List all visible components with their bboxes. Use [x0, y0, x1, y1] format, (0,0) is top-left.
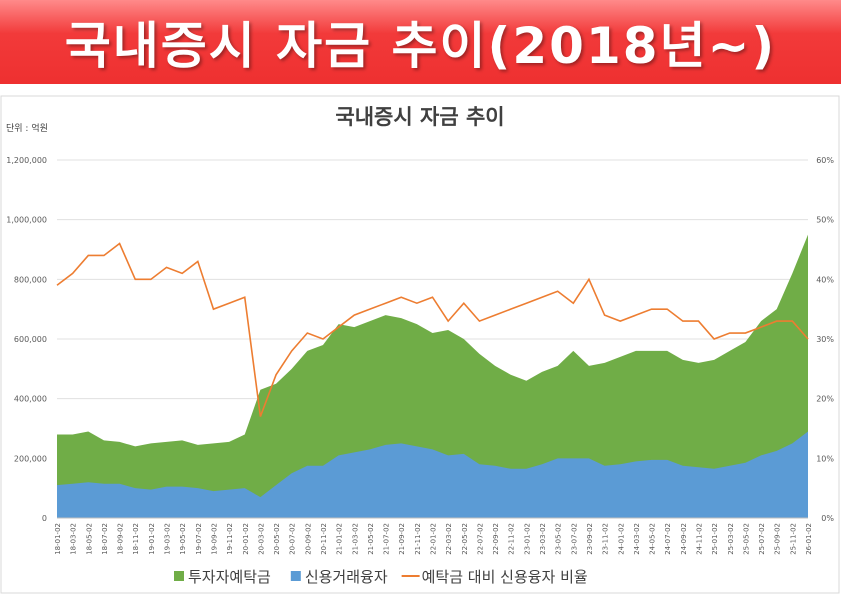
x-tick-label: 20-05-02 — [273, 523, 281, 555]
x-tick-label: 24-07-02 — [664, 523, 672, 555]
x-tick-label: 25-05-02 — [742, 523, 750, 555]
y-tick-label: 1,200,000 — [6, 156, 47, 165]
banner-title: 국내증시 자금 추이(2018년~) — [64, 17, 777, 75]
y2-tick-label: 40% — [816, 275, 834, 284]
x-tick-label: 24-09-02 — [680, 523, 688, 555]
x-tick-label: 18-07-02 — [101, 523, 109, 555]
x-tick-label: 21-07-02 — [383, 523, 391, 555]
x-tick-label: 23-11-02 — [602, 523, 610, 555]
x-tick-label: 18-03-02 — [70, 523, 78, 555]
x-tick-label: 25-01-02 — [711, 523, 719, 555]
y2-tick-label: 60% — [816, 156, 834, 165]
y-tick-label: 400,000 — [14, 395, 47, 404]
x-tick-label: 21-01-02 — [336, 523, 344, 555]
x-tick-label: 21-11-02 — [414, 523, 422, 555]
legend-label: 예탁금 대비 신용융자 비율 — [422, 568, 588, 586]
x-tick-label: 21-09-02 — [398, 523, 406, 555]
x-tick-label: 23-07-02 — [570, 523, 578, 555]
x-tick-label: 23-01-02 — [523, 523, 531, 555]
x-tick-label: 20-07-02 — [289, 523, 297, 555]
chart-title: 국내증시 자금 추이 — [335, 105, 504, 129]
x-tick-label: 24-01-02 — [617, 523, 625, 555]
x-tick-label: 22-09-02 — [492, 523, 500, 555]
x-tick-label: 25-09-02 — [774, 523, 782, 555]
x-tick-label: 22-05-02 — [461, 523, 469, 555]
x-tick-label: 22-11-02 — [508, 523, 516, 555]
x-tick-label: 23-03-02 — [539, 523, 547, 555]
x-tick-label: 22-07-02 — [476, 523, 484, 555]
legend-label: 투자자예탁금 — [188, 568, 271, 586]
line — [56, 242, 809, 417]
x-tick-label: 18-11-02 — [132, 523, 140, 555]
x-tick-label: 19-07-02 — [195, 523, 203, 555]
chart: 국내증시 자금 추이 단위 : 억원 0 200,000 400,000 600,00… — [0, 95, 840, 594]
x-tick-label: 20-01-02 — [242, 523, 250, 555]
x-tick-label: 23-09-02 — [586, 523, 594, 555]
x-tick-label: 19-05-02 — [179, 523, 187, 555]
x-tick-label: 19-09-02 — [210, 523, 218, 555]
legend-label: 신용거래융자 — [305, 568, 388, 586]
y-tick-label: 200,000 — [14, 454, 47, 463]
x-tick-label: 24-05-02 — [649, 523, 657, 555]
x-tick-label: 19-03-02 — [164, 523, 172, 555]
x-tick-label: 19-01-02 — [148, 523, 156, 555]
x-tick-label: 21-05-02 — [367, 523, 375, 555]
y-tick-label: 600,000 — [14, 335, 47, 344]
y2-tick-label: 10% — [816, 454, 834, 463]
x-tick-label: 18-05-02 — [85, 523, 93, 555]
x-tick-label: 24-03-02 — [633, 523, 641, 555]
unit-label: 단위 : 억원 — [6, 122, 48, 134]
x-tick-label: 18-09-02 — [117, 523, 125, 555]
y-tick-label: 1,000,000 — [6, 216, 47, 225]
y2-tick-label: 20% — [816, 395, 834, 404]
y2-tick-label: 50% — [816, 216, 834, 225]
area — [57, 431, 808, 518]
x-tick-label: 23-05-02 — [555, 523, 563, 555]
banner: 국내증시 자금 추이(2018년~) — [0, 0, 841, 84]
x-tick-label: 20-09-02 — [304, 523, 312, 555]
x-tick-label: 25-03-02 — [727, 523, 735, 555]
x-tick-label: 20-03-02 — [257, 523, 265, 555]
x-tick-label: 22-01-02 — [430, 523, 438, 555]
y-tick-label: 800,000 — [14, 275, 47, 284]
x-tick-label: 25-07-02 — [758, 523, 766, 555]
x-tick-label: 26-01-02 — [805, 523, 813, 555]
x-tick-label: 20-11-02 — [320, 523, 328, 555]
x-tick-label: 21-03-02 — [351, 523, 359, 555]
area — [57, 234, 808, 519]
x-tick-label: 19-11-02 — [226, 523, 234, 555]
x-tick-label: 18-01-02 — [54, 523, 62, 555]
y2-tick-label: 30% — [816, 335, 834, 344]
y2-tick-label: 0% — [821, 514, 834, 523]
x-tick-label: 25-11-02 — [789, 523, 797, 555]
x-tick-label: 24-11-02 — [695, 523, 703, 555]
x-tick-label: 22-03-02 — [445, 523, 453, 555]
y-tick-label: 0 — [42, 514, 47, 523]
legend-swatch — [290, 571, 301, 581]
legend-swatch — [174, 571, 184, 581]
